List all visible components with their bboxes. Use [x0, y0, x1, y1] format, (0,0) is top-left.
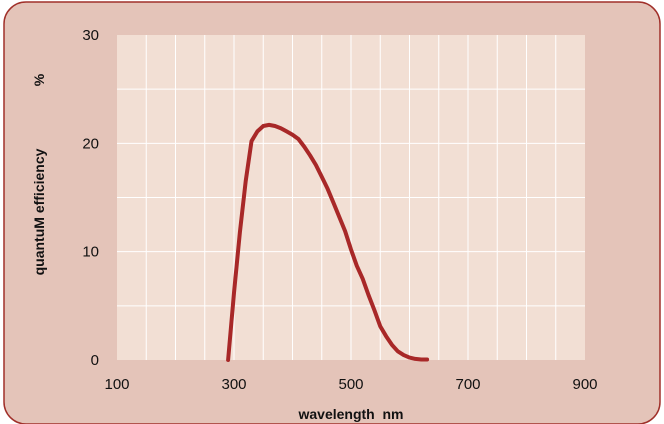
y-axis-title: quantuM efficiency [31, 148, 47, 275]
series-line [226, 122, 430, 362]
tick-labels: 100 300 500 700 900 0 10 20 30 [82, 27, 597, 393]
y-tick-label: 0 [91, 352, 99, 369]
y-axis-unit: % [31, 73, 47, 86]
y-tick-label: 10 [82, 244, 99, 261]
grid-lines [117, 35, 585, 360]
x-tick-label: 100 [104, 376, 129, 393]
x-tick-label: 900 [572, 376, 597, 393]
x-axis-title: wavelength nm [297, 406, 403, 422]
series-layer [226, 122, 430, 362]
x-tick-label: 500 [338, 376, 363, 393]
x-tick-label: 700 [455, 376, 480, 393]
x-tick-label: 300 [221, 376, 246, 393]
y-tick-label: 20 [82, 135, 99, 152]
y-tick-label: 30 [82, 27, 99, 44]
